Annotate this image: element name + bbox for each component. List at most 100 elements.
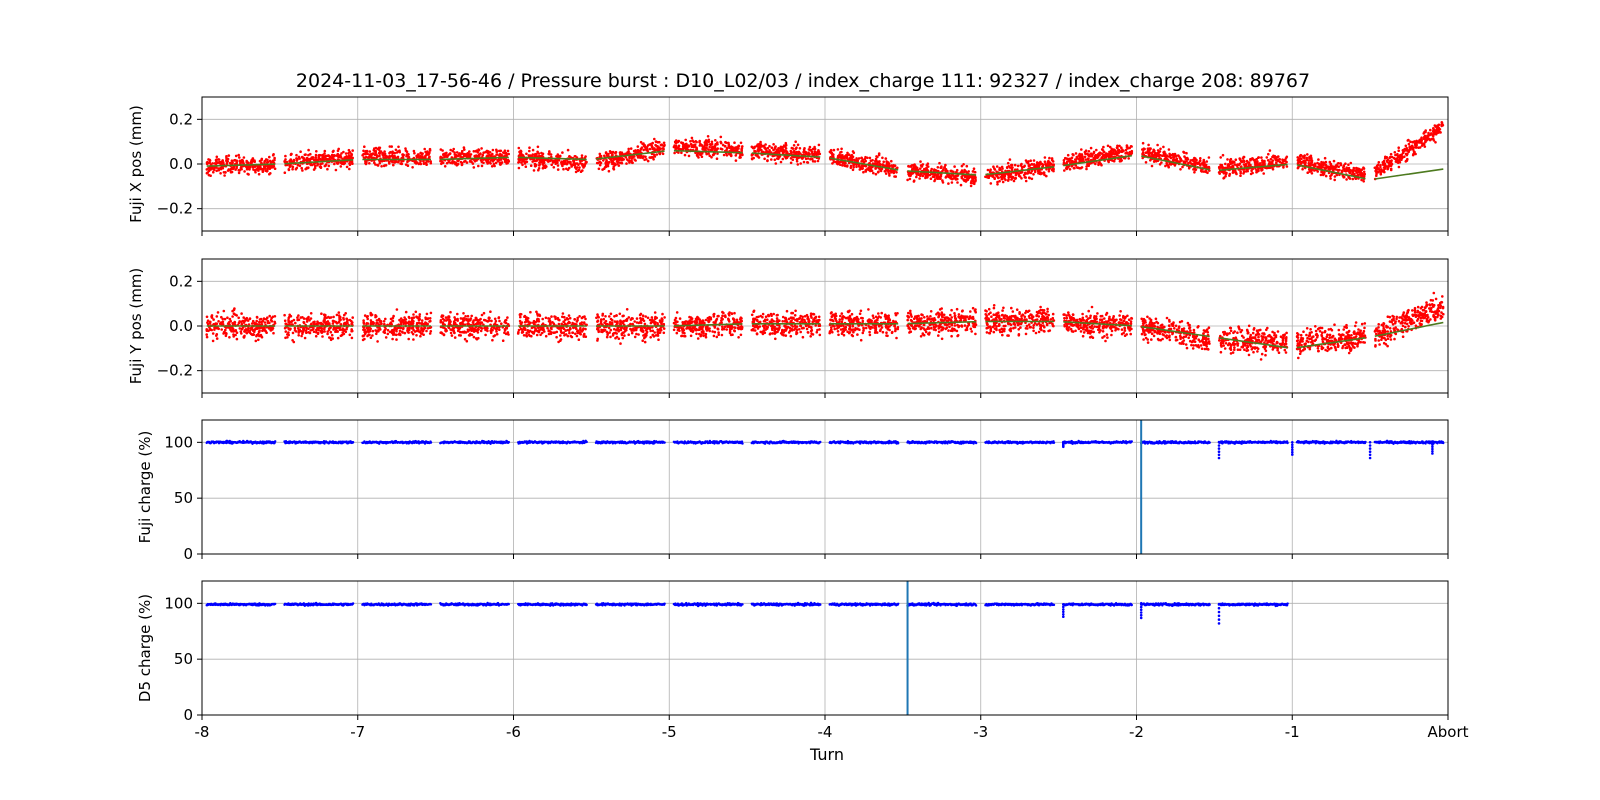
data-point	[768, 144, 771, 148]
data-point	[866, 156, 869, 160]
data-point	[839, 155, 842, 158]
data-point	[758, 142, 761, 146]
data-point	[445, 151, 448, 155]
data-point	[711, 153, 715, 157]
data-point	[1412, 152, 1415, 156]
data-point	[556, 168, 560, 171]
data-point	[1043, 173, 1046, 177]
data-point	[689, 140, 692, 143]
data-point	[963, 175, 967, 179]
data-point	[339, 161, 343, 165]
data-point	[1239, 174, 1242, 177]
data-point	[264, 158, 268, 161]
data-point	[960, 169, 964, 172]
data-point	[1019, 163, 1023, 167]
trend-line	[1141, 155, 1210, 171]
data-point	[578, 166, 581, 169]
data-point	[415, 321, 419, 325]
data-point	[1397, 149, 1400, 152]
data-point	[392, 163, 395, 167]
data-point	[1403, 155, 1406, 158]
data-point	[1424, 130, 1427, 134]
data-point	[1100, 163, 1103, 167]
data-point	[232, 333, 235, 336]
data-point	[364, 151, 368, 155]
data-point	[955, 174, 958, 178]
data-point	[293, 326, 297, 330]
data-point	[283, 171, 287, 174]
data-point	[1267, 152, 1270, 156]
data-point	[395, 151, 399, 154]
data-point	[974, 176, 977, 179]
data-point	[315, 330, 318, 334]
data-point	[1200, 170, 1204, 173]
data-point	[205, 335, 209, 339]
data-point	[1070, 159, 1074, 163]
data-point	[406, 160, 409, 164]
data-point	[737, 147, 740, 150]
data-point	[327, 315, 330, 319]
data-point	[238, 327, 242, 330]
data-point	[366, 317, 370, 321]
data-point	[1087, 164, 1090, 167]
data-point	[677, 147, 681, 151]
data-point	[258, 320, 261, 324]
data-point	[503, 152, 506, 155]
data-point	[1379, 164, 1382, 167]
data-point	[974, 178, 977, 182]
data-point	[225, 158, 228, 162]
data-point	[290, 320, 293, 324]
data-point	[351, 149, 355, 152]
data-point	[849, 155, 852, 159]
data-point	[287, 316, 291, 320]
data-point	[1299, 160, 1302, 164]
data-point	[960, 175, 963, 178]
data-point	[231, 322, 234, 325]
data-point	[215, 155, 219, 159]
data-point	[761, 145, 764, 148]
data-point	[525, 160, 529, 164]
data-point	[417, 162, 421, 166]
data-point	[781, 157, 785, 161]
data-point	[449, 148, 453, 152]
data-point	[216, 311, 220, 314]
data-point	[474, 154, 478, 157]
data-point	[573, 166, 577, 169]
data-point	[206, 322, 210, 326]
data-point	[642, 148, 645, 152]
data-point	[238, 159, 241, 163]
data-point	[584, 160, 588, 164]
data-point	[262, 167, 266, 171]
data-point	[661, 152, 665, 156]
data-point	[1333, 178, 1336, 182]
data-point	[1251, 171, 1254, 175]
data-point	[1435, 129, 1438, 132]
data-point	[1150, 164, 1154, 168]
data-point	[952, 170, 955, 174]
data-point	[616, 162, 619, 166]
data-point	[331, 153, 334, 157]
data-point	[257, 338, 260, 342]
data-point	[725, 141, 728, 145]
data-point	[1152, 160, 1156, 163]
data-point	[627, 159, 630, 162]
data-point	[520, 153, 524, 157]
data-point	[656, 147, 660, 150]
data-point	[941, 181, 945, 184]
data-point	[264, 317, 268, 321]
data-point	[369, 336, 373, 340]
data-point	[1006, 161, 1010, 165]
data-point	[521, 158, 525, 161]
data-point	[305, 331, 308, 335]
data-point	[1047, 169, 1051, 173]
data-point	[1071, 153, 1074, 156]
data-point	[503, 160, 507, 163]
data-point	[841, 164, 844, 167]
data-point	[796, 143, 800, 147]
data-point	[505, 154, 508, 157]
data-point	[470, 160, 473, 164]
data-point	[215, 333, 219, 336]
data-point	[315, 328, 318, 332]
data-point	[814, 152, 817, 155]
